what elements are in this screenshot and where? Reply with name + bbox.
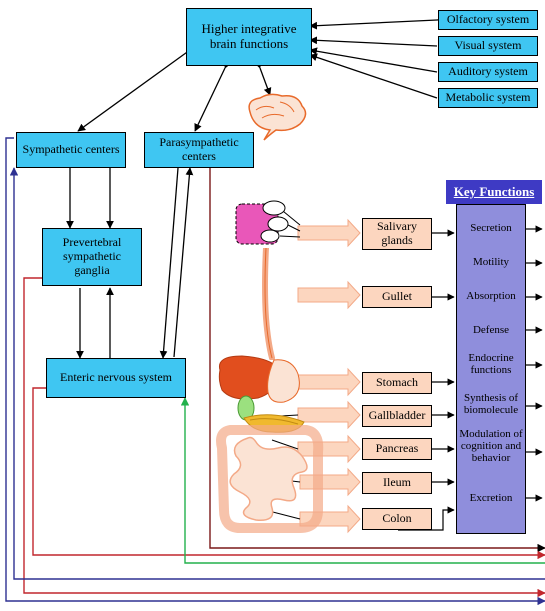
- keyfn-excretion: Excretion: [458, 492, 524, 504]
- keyfn-endocrine: Endocrine functions: [458, 352, 524, 376]
- stomach-label: Stomach: [362, 372, 432, 394]
- keyfn-secretion: Secretion: [458, 222, 524, 234]
- keyfn-synthesis: Synthesis of biomolecule: [458, 392, 524, 416]
- sympathetic-box: Sympathetic centers: [16, 132, 126, 168]
- gallbladder-label: Gallbladder: [362, 405, 432, 427]
- enteric-box: Enteric nervous system: [46, 358, 186, 398]
- keyfn-motility: Motility: [458, 256, 524, 268]
- gullet-label: Gullet: [362, 286, 432, 308]
- salivary-anatomy: [230, 190, 300, 254]
- higher-brain-box: Higher integrative brain functions: [186, 8, 312, 66]
- visual-box: Visual system: [438, 36, 538, 56]
- metabolic-box: Metabolic system: [438, 88, 538, 108]
- keyfn-absorption: Absorption: [458, 290, 524, 302]
- abdomen-anatomy: [212, 352, 332, 540]
- key-functions-header: Key Functions: [446, 180, 542, 204]
- pancreas-label: Pancreas: [362, 438, 432, 460]
- parasympathetic-box: Parasympathetic centers: [144, 132, 254, 168]
- salivary-label: Salivary glands: [362, 218, 432, 250]
- keyfn-defense: Defense: [458, 324, 524, 336]
- auditory-box: Auditory system: [438, 62, 538, 82]
- colon-label: Colon: [362, 508, 432, 530]
- gullet-anatomy: [258, 248, 280, 360]
- ileum-label: Ileum: [362, 472, 432, 494]
- olfactory-box: Olfactory system: [438, 10, 538, 30]
- ganglia-box: Prevertebral sympathetic ganglia: [42, 228, 142, 286]
- keyfn-modulation: Modulation of cognition and behavior: [458, 428, 524, 464]
